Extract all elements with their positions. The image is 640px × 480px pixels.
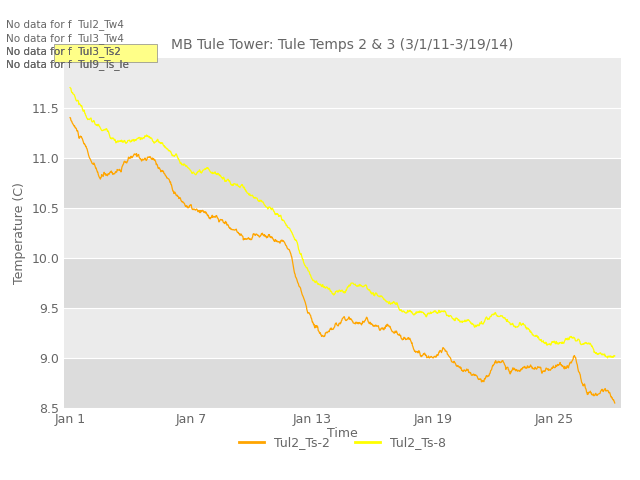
Legend: Tul2_Ts-2, Tul2_Ts-8: Tul2_Ts-2, Tul2_Ts-8 [234, 432, 451, 454]
X-axis label: Time: Time [327, 427, 358, 440]
Text: No data for f  Tul9_Ts_le: No data for f Tul9_Ts_le [6, 60, 129, 71]
Y-axis label: Temperature (C): Temperature (C) [13, 182, 26, 284]
Title: MB Tule Tower: Tule Temps 2 & 3 (3/1/11-3/19/14): MB Tule Tower: Tule Temps 2 & 3 (3/1/11-… [172, 38, 513, 52]
Bar [64, 258, 621, 308]
Text: No data for f  Tul9_Ts_le: No data for f Tul9_Ts_le [6, 60, 129, 71]
Bar [64, 358, 621, 408]
Text: No data for f  Tul3_Ts2: No data for f Tul3_Ts2 [6, 46, 121, 57]
Bar [64, 108, 621, 158]
Bar [64, 158, 621, 208]
Bar [64, 308, 621, 358]
Text: No data for f  Tul3_Tw4: No data for f Tul3_Tw4 [6, 33, 124, 44]
Text: No data for f  Tul2_Tw4: No data for f Tul2_Tw4 [6, 19, 124, 30]
Text: No data for f  Tul3_Ts2: No data for f Tul3_Ts2 [6, 46, 121, 57]
Bar [64, 208, 621, 258]
